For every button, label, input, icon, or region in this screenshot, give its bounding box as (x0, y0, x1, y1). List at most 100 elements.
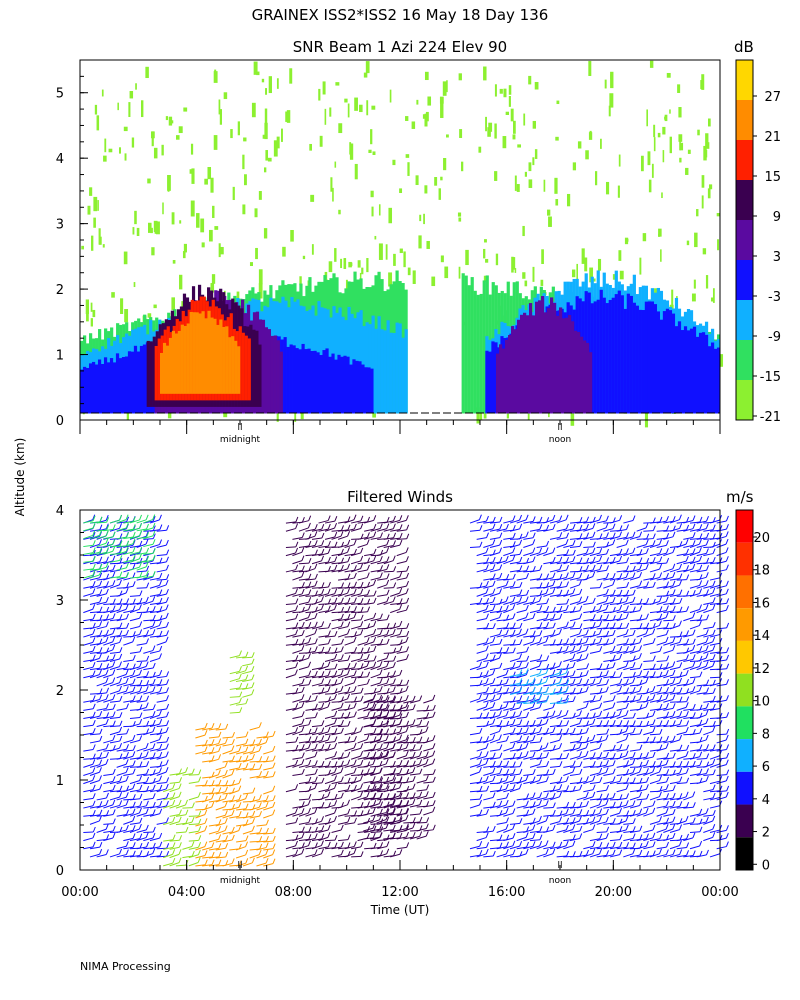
snr-cell (517, 144, 522, 148)
wind-barb (149, 657, 160, 662)
wind-barb-flag (178, 791, 182, 797)
wind-barb-flag (126, 728, 130, 734)
wind-barb (222, 799, 233, 803)
wind-barb-flag (552, 572, 556, 578)
wind-barb-flag (231, 745, 235, 751)
wind-barb-flag (105, 556, 109, 562)
wind-barb (337, 535, 348, 540)
wind-barb (89, 820, 100, 825)
wind-barb-flag (99, 531, 103, 537)
wind-barb-flag (327, 523, 331, 530)
wind-barb-flag (272, 849, 276, 855)
snr-cell (506, 411, 510, 419)
snr-cell (319, 355, 323, 414)
wind-barb (483, 716, 494, 719)
wind-barb (529, 698, 540, 703)
snr-cell (541, 249, 544, 264)
wind-barb-flag (406, 533, 410, 539)
wind-barb-flag (485, 848, 489, 855)
wind-barb-flag (99, 663, 103, 669)
wind-barb (489, 651, 501, 654)
wind-barb-flag (139, 718, 143, 725)
wind-barb (215, 814, 226, 819)
wind-barb-flag (99, 630, 103, 636)
wind-barb-flag (172, 783, 176, 789)
wind-barb-flag (399, 604, 403, 610)
wind-barb-flag (353, 848, 357, 854)
wind-barb (344, 651, 355, 654)
wind-barb (489, 667, 500, 671)
wind-barb (109, 853, 120, 858)
wind-barb (83, 699, 94, 703)
wind-barb-flag (367, 826, 371, 832)
wind-barb-flag (579, 784, 583, 790)
wind-barb (305, 812, 316, 817)
wind-barb-flag (485, 701, 489, 708)
wind-barb (516, 691, 527, 695)
wind-barb-flag (347, 834, 351, 840)
wind-barb-flag (119, 514, 123, 521)
wind-barb (123, 855, 134, 858)
wind-barb-flag (119, 630, 123, 636)
wind-barb-flag (347, 539, 351, 546)
wind-barb (109, 603, 121, 605)
wind-barb-flag (105, 538, 109, 544)
snr-cell (584, 257, 588, 272)
wind-barb (364, 732, 375, 736)
wind-barb-flag (539, 573, 543, 579)
wind-barb (416, 755, 427, 760)
snr-cell (276, 411, 279, 422)
snr-cell (648, 179, 652, 193)
wind-barb-flag (353, 686, 357, 692)
wind-barb-flag (99, 596, 103, 603)
snr-colorbar-swatch (736, 260, 753, 300)
wind-barb (215, 798, 226, 803)
snr-colorbar-swatch (736, 100, 753, 140)
wind-barb (129, 602, 140, 605)
wind-barb-flag (321, 727, 325, 733)
wind-barb-flag (353, 776, 357, 783)
wind-barb-flag (386, 704, 390, 710)
wind-barb (377, 619, 388, 622)
wind-barb-flag (307, 799, 311, 805)
wind-barb-flag (340, 548, 344, 555)
wind-barb-flag (426, 705, 430, 711)
wind-barb (305, 781, 316, 785)
wind-barb-flag (539, 840, 543, 847)
snr-cell (499, 88, 503, 94)
wind-barb-flag (99, 621, 103, 627)
wind-barb (175, 771, 186, 776)
wind-barb (163, 797, 174, 801)
wind-barb-flag (340, 613, 344, 620)
wind-barb (318, 528, 329, 532)
wind-barb-flag (412, 792, 416, 798)
wind-barb-flag (559, 761, 563, 767)
wind-barb (285, 627, 296, 630)
snr-cell (679, 157, 682, 163)
wind-barb-flag (301, 711, 305, 717)
snr-cell (480, 410, 483, 420)
wind-barb (516, 666, 527, 671)
wind-barb-flag (232, 787, 235, 793)
wind-barb-flag (566, 817, 570, 824)
wind-barb-flag (405, 701, 409, 708)
snr-cell (136, 351, 141, 414)
wind-barb-flag (525, 604, 529, 611)
wind-barb-flag (419, 816, 423, 823)
wind-barb-flag (526, 655, 530, 662)
wind-barb (83, 544, 94, 548)
wind-barb (149, 577, 160, 581)
wind-barb (292, 593, 303, 597)
snr-cell (133, 282, 136, 288)
wind-barb (549, 733, 560, 736)
snr-cell (222, 326, 226, 394)
wind-barb (109, 618, 120, 622)
wind-barb-flag (406, 705, 410, 711)
wind-barb-flag (132, 783, 136, 789)
page-title: GRAINEX ISS2*ISS2 16 May 18 Day 136 (251, 6, 549, 24)
wind-barb-flag (112, 734, 116, 741)
snr-cell (418, 235, 422, 249)
wind-barb (523, 706, 533, 711)
wind-barb (350, 731, 361, 736)
wind-barb-flag (347, 751, 351, 758)
